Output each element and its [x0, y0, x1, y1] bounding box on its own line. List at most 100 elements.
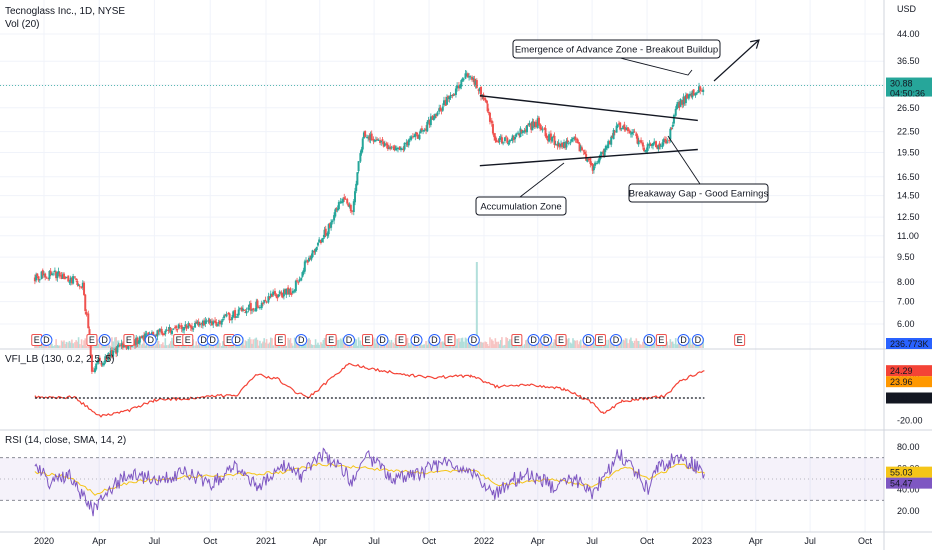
dividend-event-icon[interactable]	[376, 334, 389, 346]
candle-body	[407, 139, 410, 146]
price-axis-label: 26.50	[897, 103, 920, 113]
advance-zone-callout[interactable]: Emergence of Advance Zone - Breakout Bui…	[512, 39, 721, 76]
candle-body	[485, 100, 488, 103]
candle-body	[327, 224, 330, 235]
candles	[0, 70, 884, 375]
volume-bar	[633, 340, 636, 348]
candle-body	[225, 314, 228, 317]
candle-body	[100, 362, 103, 366]
earnings-event-icon[interactable]	[362, 334, 374, 346]
volume-bar	[44, 345, 47, 348]
dividend-event-icon[interactable]	[98, 334, 111, 346]
dividend-event-icon[interactable]	[295, 334, 308, 346]
candle-body	[364, 131, 367, 137]
trendline-lower[interactable]	[479, 148, 698, 167]
candle-body	[294, 280, 297, 291]
dividend-event-icon[interactable]	[643, 334, 656, 346]
trendlines[interactable]	[479, 94, 698, 167]
candle-body	[692, 89, 695, 96]
volume-bar	[620, 342, 623, 348]
volume-bar	[196, 345, 199, 348]
volume-bar	[441, 341, 444, 348]
annotations[interactable]: Emergence of Advance Zone - Breakout Bui…	[475, 39, 769, 216]
breakout-arrow[interactable]	[713, 39, 760, 82]
earnings-event-icon[interactable]	[594, 334, 606, 346]
dividend-event-icon[interactable]	[410, 334, 423, 346]
vfi-value-tag-bg	[886, 365, 932, 377]
earnings-event-icon[interactable]	[655, 334, 667, 346]
candle-body	[408, 138, 411, 140]
advance-zone-callout-text: Emergence of Advance Zone - Breakout Bui…	[515, 45, 718, 56]
candle-body	[191, 326, 193, 330]
earnings-event-icon[interactable]	[511, 334, 523, 346]
earnings-event-icon[interactable]	[555, 334, 567, 346]
dividend-event-icon[interactable]	[144, 334, 157, 346]
candle-body	[385, 143, 388, 146]
candle-body	[197, 321, 200, 326]
price-axis-label: 44.00	[897, 29, 920, 39]
volume-bar	[676, 344, 678, 348]
breakaway-gap-callout[interactable]: Breakaway Gap - Good Earnings	[628, 135, 769, 203]
volume-bar	[309, 339, 311, 348]
dividend-event-icon[interactable]	[231, 334, 244, 346]
volume-bar	[423, 344, 426, 348]
rsi-ma-tag-bg	[886, 466, 932, 478]
dividend-event-icon[interactable]	[540, 334, 553, 346]
dividend-event-icon[interactable]	[40, 334, 53, 346]
dividend-event-icon[interactable]	[343, 334, 356, 346]
earnings-event-icon[interactable]	[274, 334, 286, 346]
price-axis-label: 7.00	[897, 297, 915, 307]
earnings-event-icon[interactable]	[123, 334, 135, 346]
rsi-pane	[0, 447, 884, 517]
volume-bar	[245, 341, 248, 348]
volume-bar	[257, 345, 260, 348]
candle-body	[33, 277, 36, 282]
dividend-event-icon[interactable]	[609, 334, 622, 346]
earnings-event-icon[interactable]	[395, 334, 407, 346]
dividend-event-icon[interactable]	[582, 334, 595, 346]
candle-body	[269, 293, 272, 297]
candle-body	[628, 130, 631, 134]
dividend-event-icon[interactable]	[677, 334, 690, 346]
volume-bar	[307, 339, 309, 348]
volume-bar	[162, 342, 164, 348]
candle-body	[164, 330, 167, 335]
candle-body	[145, 333, 148, 335]
candle-body	[263, 300, 266, 303]
volume-bar	[375, 343, 377, 348]
trendline-upper[interactable]	[479, 94, 698, 122]
earnings-event-icon[interactable]	[734, 334, 746, 346]
earnings-event-icon[interactable]	[325, 334, 337, 346]
price-axis-label: 22.50	[897, 127, 920, 137]
volume-bar	[665, 344, 667, 348]
volume-bar	[344, 343, 347, 348]
dividend-event-icon[interactable]	[206, 334, 219, 346]
candle-body	[255, 301, 258, 311]
dividend-event-icon[interactable]	[428, 334, 441, 346]
candle-body	[396, 147, 399, 150]
volume-bar	[614, 343, 616, 348]
candle-body	[696, 92, 699, 94]
event-letter: E	[514, 335, 520, 345]
volume-bar	[308, 338, 310, 348]
dividend-event-icon[interactable]	[467, 334, 480, 346]
price-axis-label: 9.50	[897, 252, 915, 262]
dividend-event-icon[interactable]	[691, 334, 704, 346]
advance-zone-callout-pointer	[619, 57, 693, 76]
volume-bar	[552, 342, 555, 348]
volume-bar	[68, 340, 71, 348]
candle-body	[228, 313, 231, 321]
dividend-event-icon[interactable]	[527, 334, 540, 346]
candle-body	[526, 125, 529, 133]
volume-bar	[499, 340, 502, 348]
earnings-event-icon[interactable]	[86, 334, 98, 346]
earnings-event-icon[interactable]	[182, 334, 194, 346]
accumulation-zone-callout[interactable]: Accumulation Zone	[475, 162, 567, 216]
candle-body	[370, 133, 373, 140]
candle-body	[440, 109, 443, 111]
volume-bar	[99, 341, 101, 348]
candle-body	[247, 307, 250, 310]
earnings-event-icon[interactable]	[444, 334, 456, 346]
